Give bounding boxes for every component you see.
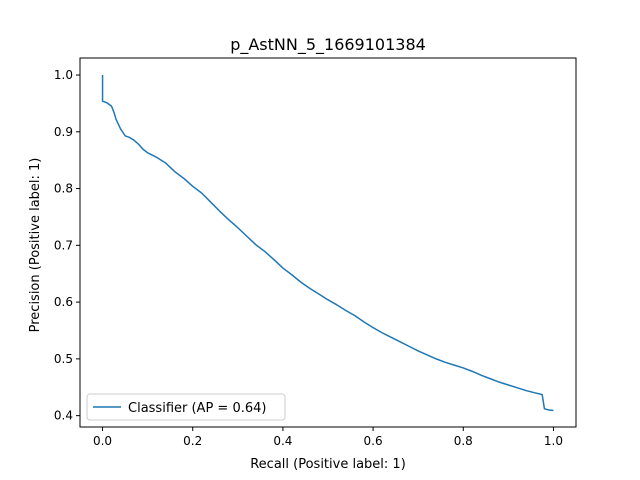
x-tick-label: 0.4 [273, 434, 292, 448]
plot-area [79, 57, 577, 428]
x-tick-label: 0.8 [454, 434, 473, 448]
y-tick-label: 0.4 [54, 409, 73, 423]
y-tick-label: 0.7 [54, 238, 73, 252]
axes-frame [79, 57, 577, 428]
y-tick-label: 0.5 [54, 352, 73, 366]
x-tick-label: 0.2 [183, 434, 202, 448]
y-tick-label: 0.9 [54, 125, 73, 139]
y-tick-label: 1.0 [54, 68, 73, 82]
y-tick-label: 0.8 [54, 182, 73, 196]
series-line-0 [101, 75, 554, 412]
axis-ticks: 0.0 0.2 0.4 0.6 0.8 1.0 0.4 0.5 0.6 0.7 0.8 0.9 1.0 [54, 68, 563, 448]
x-tick-label: 0.0 [93, 434, 112, 448]
legend-label: Classifier (AP = 0.64) [128, 401, 266, 416]
x-tick-label: 0.6 [364, 434, 383, 448]
legend: Classifier (AP = 0.64) [86, 393, 286, 421]
x-axis-label: Recall (Positive label: 1) [250, 457, 406, 472]
legend-box [86, 393, 286, 421]
chart-title: p_AstNN_5_1669101384 [230, 35, 426, 55]
y-tick-label: 0.6 [54, 295, 73, 309]
x-tick-label: 1.0 [544, 434, 563, 448]
y-axis-label: Precision (Positive label: 1) [28, 158, 43, 333]
